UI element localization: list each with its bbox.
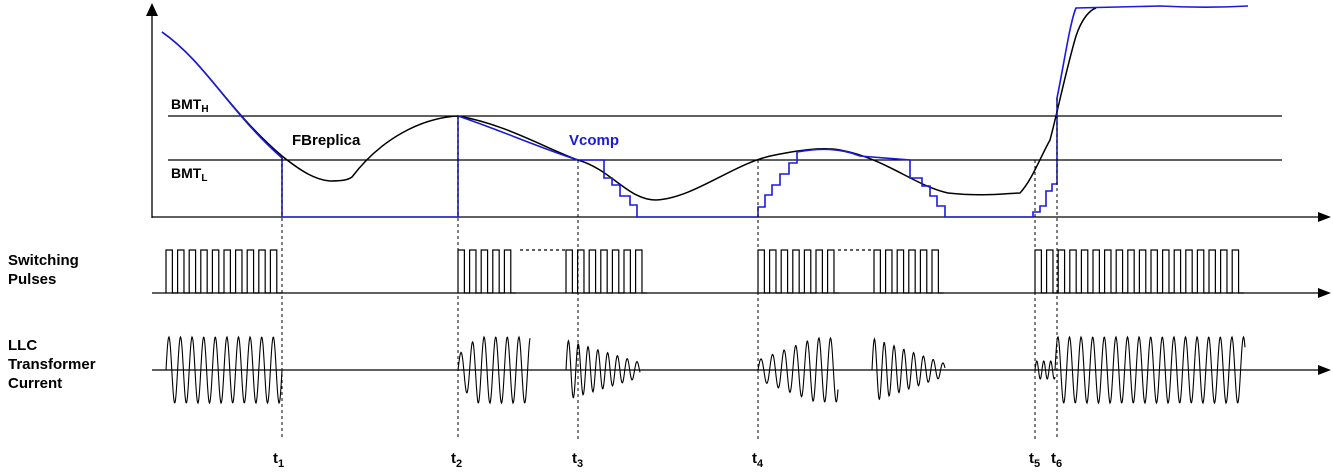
switching-pulses [165,249,1244,294]
time-markers [281,98,1058,440]
y-axis-arrow [146,3,158,16]
pulse-burst-4 [757,249,840,294]
time-label-t4: t4 [752,450,764,470]
fbreplica-label: FBreplica [292,132,361,149]
switching-pulses-label: Switching Pulses [8,252,79,288]
current-burst-1 [165,335,283,405]
current-burst-6a [1034,360,1056,380]
x-axis-switching-arrow [1318,288,1331,298]
time-label-t2: t2 [451,450,462,470]
time-labels: t1 t2 t3 t4 t5 t6 [273,450,1062,470]
bmt-low-label: BMTL [171,165,207,184]
current-burst-6b [1054,335,1246,405]
time-label-t6: t6 [1051,450,1062,470]
llc-current-waveform [165,335,1246,405]
vcomp-curve [161,5,1249,218]
current-burst-2 [457,335,531,405]
time-label-t5: t5 [1029,450,1040,470]
time-label-t3: t3 [572,450,583,470]
vcomp-label: Vcomp [569,132,619,149]
llc-transformer-current-label: LLC Transformer Current [8,337,96,392]
pulse-burst-5 [873,249,944,294]
current-burst-5 [871,337,946,401]
top-axes [151,8,1322,218]
x-axis-top-arrow [1318,212,1331,222]
x-axis-current-arrow [1318,365,1331,375]
pulse-burst-1 [165,249,282,294]
time-label-t1: t1 [273,450,284,470]
pulse-burst-6 [1034,249,1244,294]
current-burst-4 [757,336,839,403]
current-burst-3 [565,339,641,399]
bmt-high-label: BMTH [171,96,209,115]
fbreplica-curve [161,7,1097,201]
pulse-burst-2 [457,249,516,294]
